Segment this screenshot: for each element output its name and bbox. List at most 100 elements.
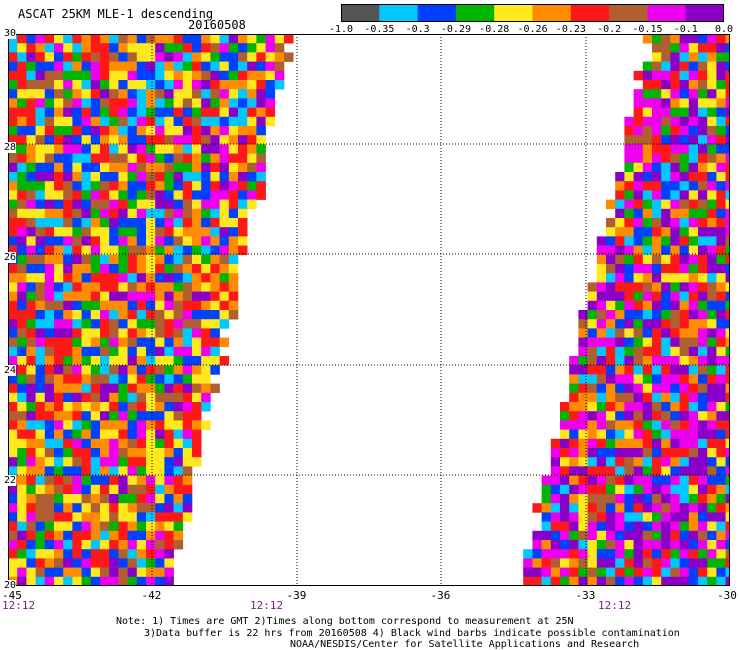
swath-cell [596,282,607,292]
swath-cell [679,494,690,504]
swath-cell [44,34,55,44]
swath-cell [17,503,27,513]
swath-cell [642,34,653,44]
swath-cell [8,190,18,200]
swath-cell [90,558,101,568]
swath-cell [578,448,588,458]
swath-cell [164,402,174,412]
swath-cell [642,356,653,366]
swath-cell [688,503,699,513]
swath-cell [90,70,101,81]
swath-cell [81,61,92,72]
swath-cell [670,319,680,329]
swath-cell [63,236,73,246]
swath-cell [127,328,138,338]
swath-cell [118,34,128,44]
swath-cell [201,98,211,108]
swath-cell [127,162,138,173]
swath-cell [63,383,73,394]
swath-cell [118,383,128,394]
swath-cell [219,172,230,182]
swath-cell [8,116,18,127]
swath-cell [192,144,202,154]
swath-cell [228,107,239,118]
swath-cell [587,337,598,348]
swath-cell [8,126,18,136]
swath-cell [72,448,82,458]
swath-cell [192,116,202,127]
swath-cell [633,236,644,246]
swath-cell [136,190,147,200]
swath-cell [44,420,55,430]
swath-cell [127,448,138,458]
swath-cell [716,52,726,62]
swath-cell [670,135,680,145]
swath-cell [670,89,680,99]
swath-cell [118,346,128,357]
swath-cell [63,144,73,154]
swath-cell [688,356,699,366]
swath-cell [35,337,46,348]
swath-cell [578,457,588,467]
swath-cell [164,273,174,283]
swath-cell [173,135,184,145]
swath-cell [17,52,27,62]
swath-cell [26,181,36,191]
swath-cell [688,420,699,430]
swath-cell [109,236,119,246]
swath-cell [8,135,18,145]
swath-cell [72,172,82,182]
swath-cell [118,374,128,384]
swath-cell [688,319,699,329]
swath-cell [679,457,690,467]
swath-cell [247,34,257,44]
swath-cell [90,484,101,495]
swath-cell [100,512,110,522]
swath-cell [63,254,73,265]
swath-cell [44,172,55,182]
swath-cell [247,70,257,81]
swath-cell [228,199,239,210]
swath-cell [109,107,119,118]
swath-cell [274,43,285,53]
swath-cell [182,319,193,329]
swath-cell [81,540,92,550]
swath-cell [54,153,64,164]
swath-cell [164,530,174,541]
swath-cell [26,190,36,200]
swath-cell [587,365,598,375]
swath-cell [54,549,64,559]
swath-cell [642,576,653,586]
swath-cells [8,34,730,586]
swath-cell [118,475,128,486]
swath-cell [550,540,561,550]
swath-cell [192,52,202,62]
swath-cell [17,116,27,127]
swath-cell [17,291,27,302]
swath-cell [698,484,708,495]
swath-cell [182,494,193,504]
swath-cell [679,392,690,403]
swath-cell [541,512,552,522]
swath-cell [238,135,248,145]
swath-cell [155,356,165,366]
swath-cell [688,162,699,173]
swath-cell [136,245,147,256]
swath-cell [155,411,165,421]
swath-cell [569,576,579,586]
swath-cell [201,392,211,403]
swath-cell [136,392,147,403]
swath-cell [182,273,193,283]
swath-cell [182,70,193,81]
swath-cell [587,346,598,357]
swath-cell [81,43,92,53]
swath-cell [606,337,616,348]
swath-cell [615,457,625,467]
swath-cell [109,438,119,449]
swath-cell [44,429,55,440]
swath-cell [17,402,27,412]
swath-cell [688,475,699,486]
swath-cell [210,34,220,44]
swath-cell [633,530,644,541]
swath-cell [8,153,18,164]
